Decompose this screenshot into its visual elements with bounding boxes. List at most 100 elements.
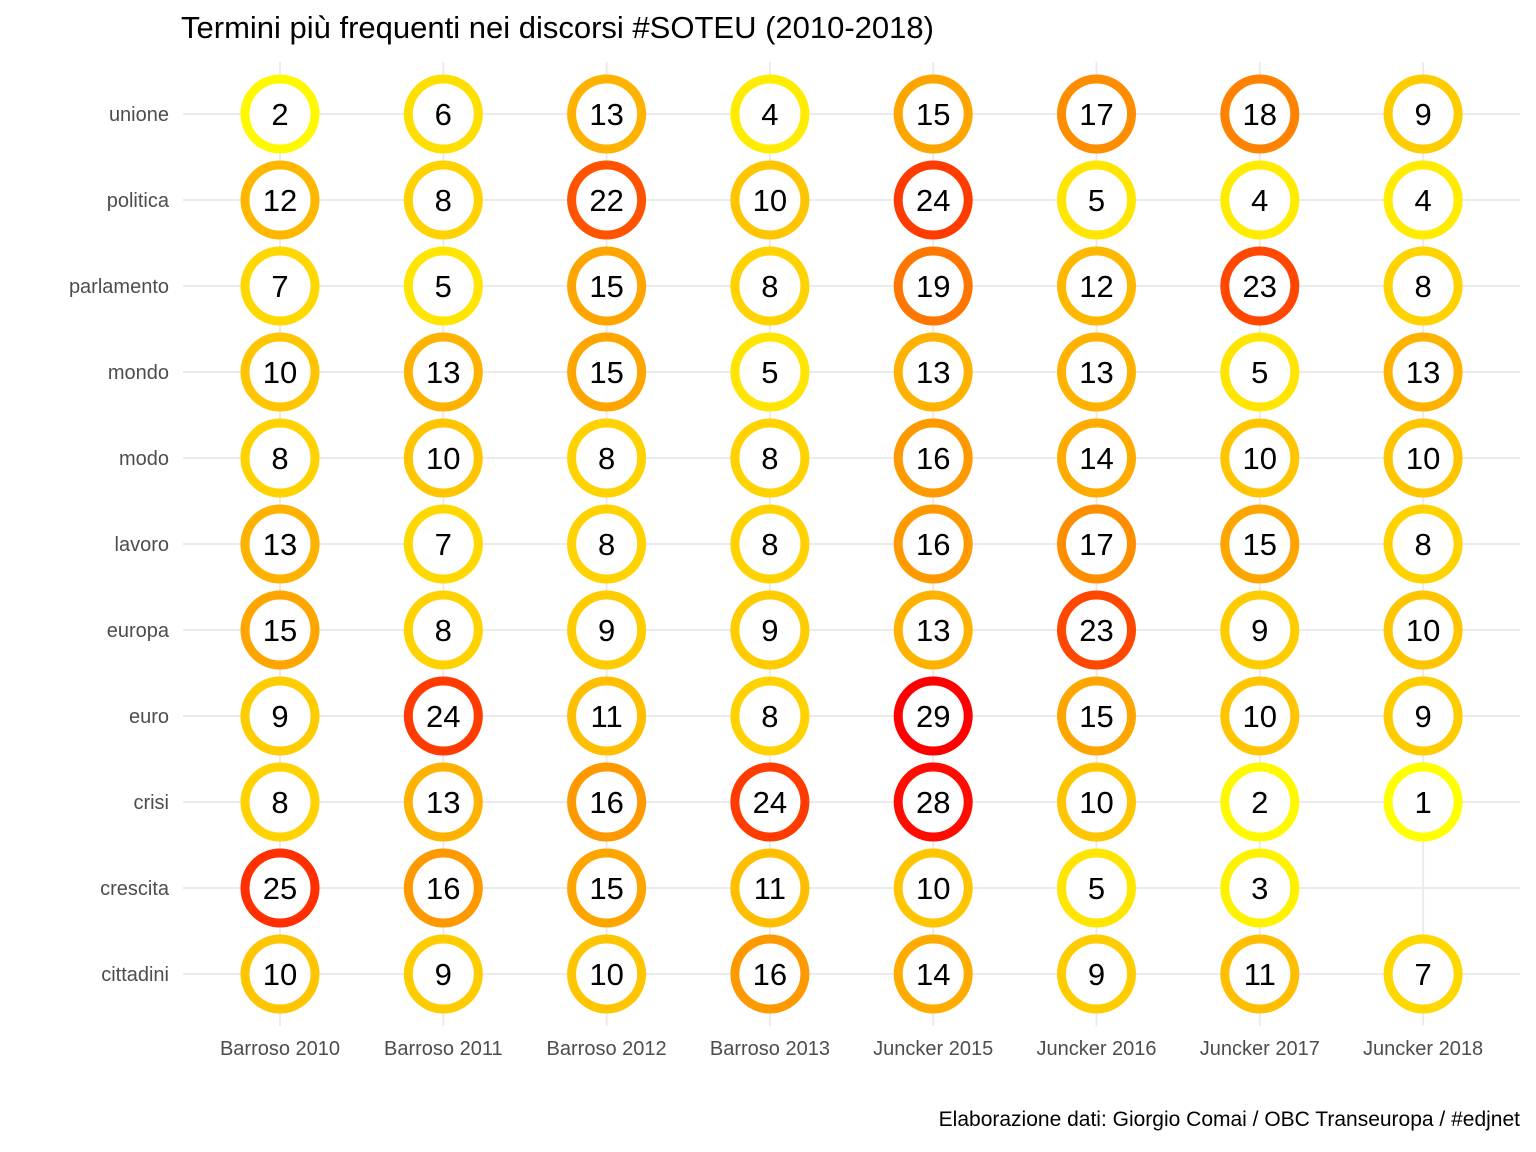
data-label: 24 — [753, 785, 787, 820]
data-label: 9 — [761, 613, 778, 648]
data-point-ring — [1220, 848, 1300, 928]
data-label: 10 — [426, 441, 460, 476]
data-label: 10 — [263, 355, 297, 390]
data-point-ring — [403, 246, 483, 326]
data-point-ring — [1383, 418, 1463, 498]
data-point-ring — [730, 504, 810, 584]
data-point-ring — [730, 934, 810, 1014]
data-label: 13 — [916, 613, 950, 648]
data-point-ring — [240, 676, 320, 756]
data-label: 10 — [916, 871, 950, 906]
y-axis-labels: unione politica parlamento mondo modo lavoro e… — [69, 104, 170, 986]
data-label: 2 — [1251, 785, 1268, 820]
data-label: 5 — [1088, 183, 1105, 218]
x-tick-label: Juncker 2016 — [1036, 1038, 1156, 1060]
data-point-ring — [403, 332, 483, 412]
data-point-ring — [1057, 418, 1136, 498]
data-point-ring — [1057, 590, 1136, 670]
data-label: 5 — [1251, 355, 1268, 390]
data-marks: 2 6 13 4 15 17 18 912 8 22 10 24 5 4 47 5 15 8 19 12 23 810 13… — [240, 74, 1463, 1014]
data-point-ring — [1057, 160, 1136, 240]
data-label: 11 — [754, 871, 786, 906]
data-label: 16 — [426, 871, 460, 906]
data-point-ring — [1383, 246, 1463, 326]
chart-title: Termini più frequenti nei discorsi #SOTE… — [181, 10, 934, 45]
data-label: 8 — [761, 699, 778, 734]
data-point-ring — [730, 590, 810, 670]
data-label: 10 — [753, 183, 787, 218]
data-label: 10 — [1406, 613, 1440, 648]
data-point-ring — [240, 74, 320, 154]
data-point-ring — [403, 74, 483, 154]
data-point-ring — [1057, 762, 1136, 842]
data-point-ring — [1383, 160, 1463, 240]
data-label: 14 — [916, 957, 950, 992]
data-point-ring — [1220, 676, 1300, 756]
data-label: 9 — [598, 613, 615, 648]
data-point-ring — [567, 74, 647, 154]
data-label: 13 — [916, 355, 950, 390]
data-label: 6 — [435, 97, 452, 132]
data-label: 24 — [916, 183, 950, 218]
x-tick-label: Juncker 2017 — [1200, 1038, 1320, 1060]
data-label: 5 — [435, 269, 452, 304]
y-tick-label: modo — [119, 448, 169, 470]
data-label: 19 — [916, 269, 950, 304]
data-point-ring — [1220, 246, 1300, 326]
data-label: 10 — [589, 957, 623, 992]
chart-caption: Elaborazione dati: Giorgio Comai / OBC T… — [938, 1108, 1520, 1131]
data-label: 11 — [1244, 957, 1276, 992]
data-point-ring — [730, 418, 810, 498]
data-label: 9 — [435, 957, 452, 992]
data-point-ring — [240, 848, 320, 928]
data-point-ring — [1220, 418, 1300, 498]
data-label: 12 — [1079, 269, 1113, 304]
data-label: 28 — [916, 785, 950, 820]
data-label: 1 — [1414, 785, 1431, 820]
data-point-ring — [403, 848, 483, 928]
data-label: 17 — [1079, 97, 1113, 132]
y-tick-label: mondo — [108, 362, 169, 384]
data-label: 14 — [1079, 441, 1113, 476]
data-point-ring — [893, 590, 973, 670]
x-axis-labels: Barroso 2010 Barroso 2011 Barroso 2012 Barr… — [220, 1038, 1483, 1060]
y-tick-label: lavoro — [115, 534, 169, 556]
data-label: 10 — [1079, 785, 1113, 820]
data-point-ring — [567, 160, 647, 240]
data-label: 8 — [435, 183, 452, 218]
data-point-ring — [893, 762, 973, 842]
y-tick-label: politica — [107, 190, 170, 212]
data-label: 13 — [426, 785, 460, 820]
data-label: 9 — [1414, 699, 1431, 734]
data-label: 8 — [598, 527, 615, 562]
y-tick-label: unione — [109, 104, 169, 126]
data-point-ring — [567, 246, 647, 326]
data-point-ring — [730, 160, 810, 240]
data-label: 3 — [1251, 871, 1268, 906]
data-label: 29 — [916, 699, 950, 734]
data-label: 9 — [271, 699, 288, 734]
data-point-ring — [730, 848, 810, 928]
data-point-ring — [893, 418, 973, 498]
data-label: 16 — [916, 527, 950, 562]
data-point-ring — [1383, 74, 1463, 154]
data-label: 15 — [1243, 527, 1277, 562]
data-label: 5 — [761, 355, 778, 390]
data-label: 15 — [589, 355, 623, 390]
data-label: 13 — [426, 355, 460, 390]
data-label: 8 — [761, 269, 778, 304]
data-label: 8 — [1414, 269, 1431, 304]
data-point-ring — [240, 934, 320, 1014]
data-point-ring — [240, 590, 320, 670]
data-label: 13 — [1406, 355, 1440, 390]
data-point-ring — [1383, 934, 1463, 1014]
data-label: 25 — [263, 871, 297, 906]
data-point-ring — [1057, 332, 1136, 412]
data-point-ring — [893, 160, 973, 240]
x-tick-label: Barroso 2013 — [710, 1038, 830, 1060]
x-tick-label: Barroso 2011 — [384, 1038, 503, 1060]
data-label: 13 — [1079, 355, 1113, 390]
data-label: 7 — [1414, 957, 1431, 992]
data-label: 16 — [589, 785, 623, 820]
